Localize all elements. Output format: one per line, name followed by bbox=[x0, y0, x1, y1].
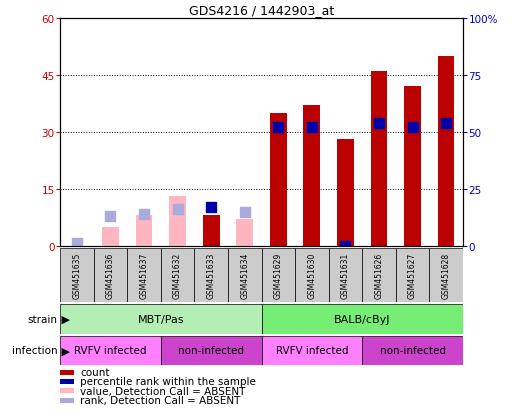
Bar bbox=[429, 248, 463, 302]
Bar bbox=[362, 336, 463, 366]
Bar bbox=[60, 379, 74, 384]
Bar bbox=[438, 57, 454, 246]
Bar bbox=[161, 248, 195, 302]
Bar bbox=[203, 216, 220, 246]
Text: RVFV infected: RVFV infected bbox=[276, 346, 348, 356]
Text: GSM451628: GSM451628 bbox=[441, 252, 451, 298]
Bar bbox=[262, 336, 362, 366]
Text: GSM451637: GSM451637 bbox=[140, 252, 149, 298]
Text: GSM451629: GSM451629 bbox=[274, 252, 283, 298]
Text: GSM451631: GSM451631 bbox=[341, 252, 350, 298]
Point bbox=[106, 213, 115, 220]
Bar bbox=[60, 370, 74, 375]
Text: GSM451636: GSM451636 bbox=[106, 252, 115, 298]
Text: percentile rank within the sample: percentile rank within the sample bbox=[81, 377, 256, 387]
Bar bbox=[60, 398, 74, 403]
Bar bbox=[60, 388, 74, 394]
Text: GSM451630: GSM451630 bbox=[308, 252, 316, 298]
Text: infection: infection bbox=[12, 346, 58, 356]
Bar bbox=[328, 248, 362, 302]
Text: ▶: ▶ bbox=[58, 346, 70, 356]
Bar bbox=[60, 248, 94, 302]
Text: GSM451634: GSM451634 bbox=[240, 252, 249, 298]
Bar bbox=[396, 248, 429, 302]
Bar bbox=[60, 336, 161, 366]
Bar bbox=[371, 72, 388, 246]
Text: rank, Detection Call = ABSENT: rank, Detection Call = ABSENT bbox=[81, 395, 241, 405]
Bar bbox=[169, 197, 186, 246]
Bar bbox=[303, 106, 320, 246]
Point bbox=[241, 209, 249, 215]
Bar bbox=[60, 304, 262, 334]
Bar bbox=[102, 227, 119, 246]
Text: MBT/Pas: MBT/Pas bbox=[138, 314, 184, 324]
Text: GSM451635: GSM451635 bbox=[72, 252, 82, 298]
Bar bbox=[270, 114, 287, 246]
Text: GSM451626: GSM451626 bbox=[374, 252, 383, 298]
Bar bbox=[94, 248, 127, 302]
Bar bbox=[127, 248, 161, 302]
Text: GSM451627: GSM451627 bbox=[408, 252, 417, 298]
Text: GSM451633: GSM451633 bbox=[207, 252, 215, 298]
Text: non-infected: non-infected bbox=[178, 346, 244, 356]
Point bbox=[174, 206, 182, 213]
Point bbox=[140, 211, 148, 218]
Bar bbox=[337, 140, 354, 246]
Bar bbox=[262, 248, 295, 302]
Bar bbox=[404, 87, 421, 246]
Text: BALB/cByJ: BALB/cByJ bbox=[334, 314, 391, 324]
Point bbox=[442, 120, 450, 126]
Text: GSM451632: GSM451632 bbox=[173, 252, 182, 298]
Bar bbox=[161, 336, 262, 366]
Text: RVFV infected: RVFV infected bbox=[74, 346, 147, 356]
Text: strain: strain bbox=[28, 314, 58, 324]
Bar bbox=[228, 248, 262, 302]
Bar bbox=[362, 248, 396, 302]
Bar bbox=[236, 220, 253, 246]
Point bbox=[207, 204, 215, 211]
Text: value, Detection Call = ABSENT: value, Detection Call = ABSENT bbox=[81, 386, 246, 396]
Point bbox=[375, 120, 383, 126]
Text: non-infected: non-infected bbox=[380, 346, 446, 356]
Text: count: count bbox=[81, 367, 110, 377]
Point bbox=[341, 243, 349, 249]
Bar bbox=[135, 216, 152, 246]
Point bbox=[408, 124, 417, 131]
Bar bbox=[262, 304, 463, 334]
Title: GDS4216 / 1442903_at: GDS4216 / 1442903_at bbox=[189, 5, 334, 17]
Text: ▶: ▶ bbox=[58, 314, 70, 324]
Point bbox=[73, 240, 81, 247]
Bar bbox=[195, 248, 228, 302]
Bar bbox=[295, 248, 328, 302]
Point bbox=[308, 124, 316, 131]
Point bbox=[274, 124, 282, 131]
